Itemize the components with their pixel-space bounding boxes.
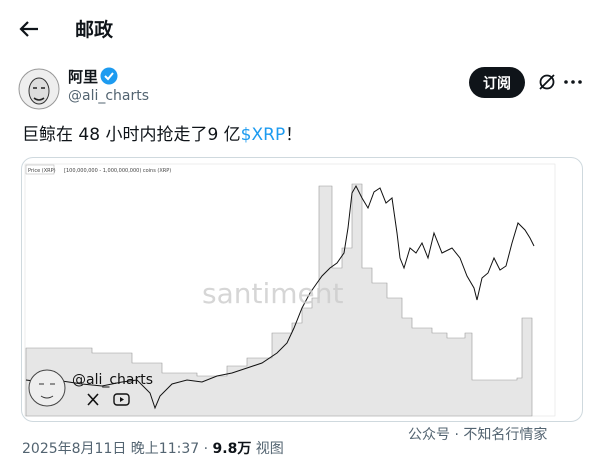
- price-line: [25, 184, 535, 410]
- holders-area: [25, 183, 533, 417]
- badge-bg: [100, 67, 118, 85]
- author-name[interactable]: 阿里: [68, 68, 99, 86]
- legend-box: [25, 164, 55, 175]
- author-handle[interactable]: @ali_charts: [68, 88, 150, 104]
- tweet-end: ！: [285, 125, 303, 145]
- x-logo: [87, 393, 99, 406]
- arrow-icon: [19, 21, 38, 37]
- tweet-text: 巨鲸在 48 小时内抢走了9 亿$XRP！: [22, 120, 302, 145]
- icon-slash: [539, 74, 555, 90]
- media-image[interactable]: Price (XRP) [100,000,000 - 1,000,000,000…: [21, 157, 583, 422]
- youtube-logo: [113, 393, 130, 406]
- verified-badge: [100, 67, 118, 85]
- legend-price: Price (XRP): [28, 168, 56, 174]
- legend-holders: [100,000,000 - 1,000,000,000) coins (XRP…: [64, 168, 171, 174]
- avatar[interactable]: [18, 68, 60, 110]
- tweet-meta: 2025年8月11日 晚上11:37 · 9.8万 视图: [22, 438, 284, 458]
- cashtag-link[interactable]: $XRP: [240, 125, 286, 145]
- separator: ·: [203, 441, 209, 457]
- avatar-lines: [33, 87, 45, 101]
- chart-image: Price (XRP) [100,000,000 - 1,000,000,000…: [24, 163, 556, 417]
- grok-icon[interactable]: [537, 72, 557, 92]
- page-title: 邮政: [75, 19, 114, 41]
- watermark: 公众号 · 不知名行情家: [408, 427, 548, 443]
- back-button[interactable]: [18, 18, 40, 40]
- badge-check: [104, 72, 114, 81]
- signature-avatar: [28, 369, 66, 407]
- views-label: 视图: [255, 441, 284, 457]
- icon-ring: [539, 74, 555, 90]
- tweet-body: 巨鲸在 48 小时内抢走了9 亿: [22, 125, 241, 145]
- dot: [571, 80, 575, 84]
- signature-face: [39, 383, 55, 399]
- brand-watermark: santiment: [202, 277, 343, 310]
- post-date[interactable]: 2025年8月11日 晚上11:37: [22, 441, 200, 457]
- avatar-face: [28, 77, 50, 105]
- dot: [578, 80, 582, 84]
- dot: [564, 80, 568, 84]
- subscribe-button[interactable]: 订阅: [469, 67, 525, 98]
- more-button[interactable]: [562, 78, 584, 86]
- view-count: 9.8万: [212, 441, 252, 457]
- signature: @ali_charts: [72, 372, 153, 388]
- youtube-play: [120, 397, 124, 402]
